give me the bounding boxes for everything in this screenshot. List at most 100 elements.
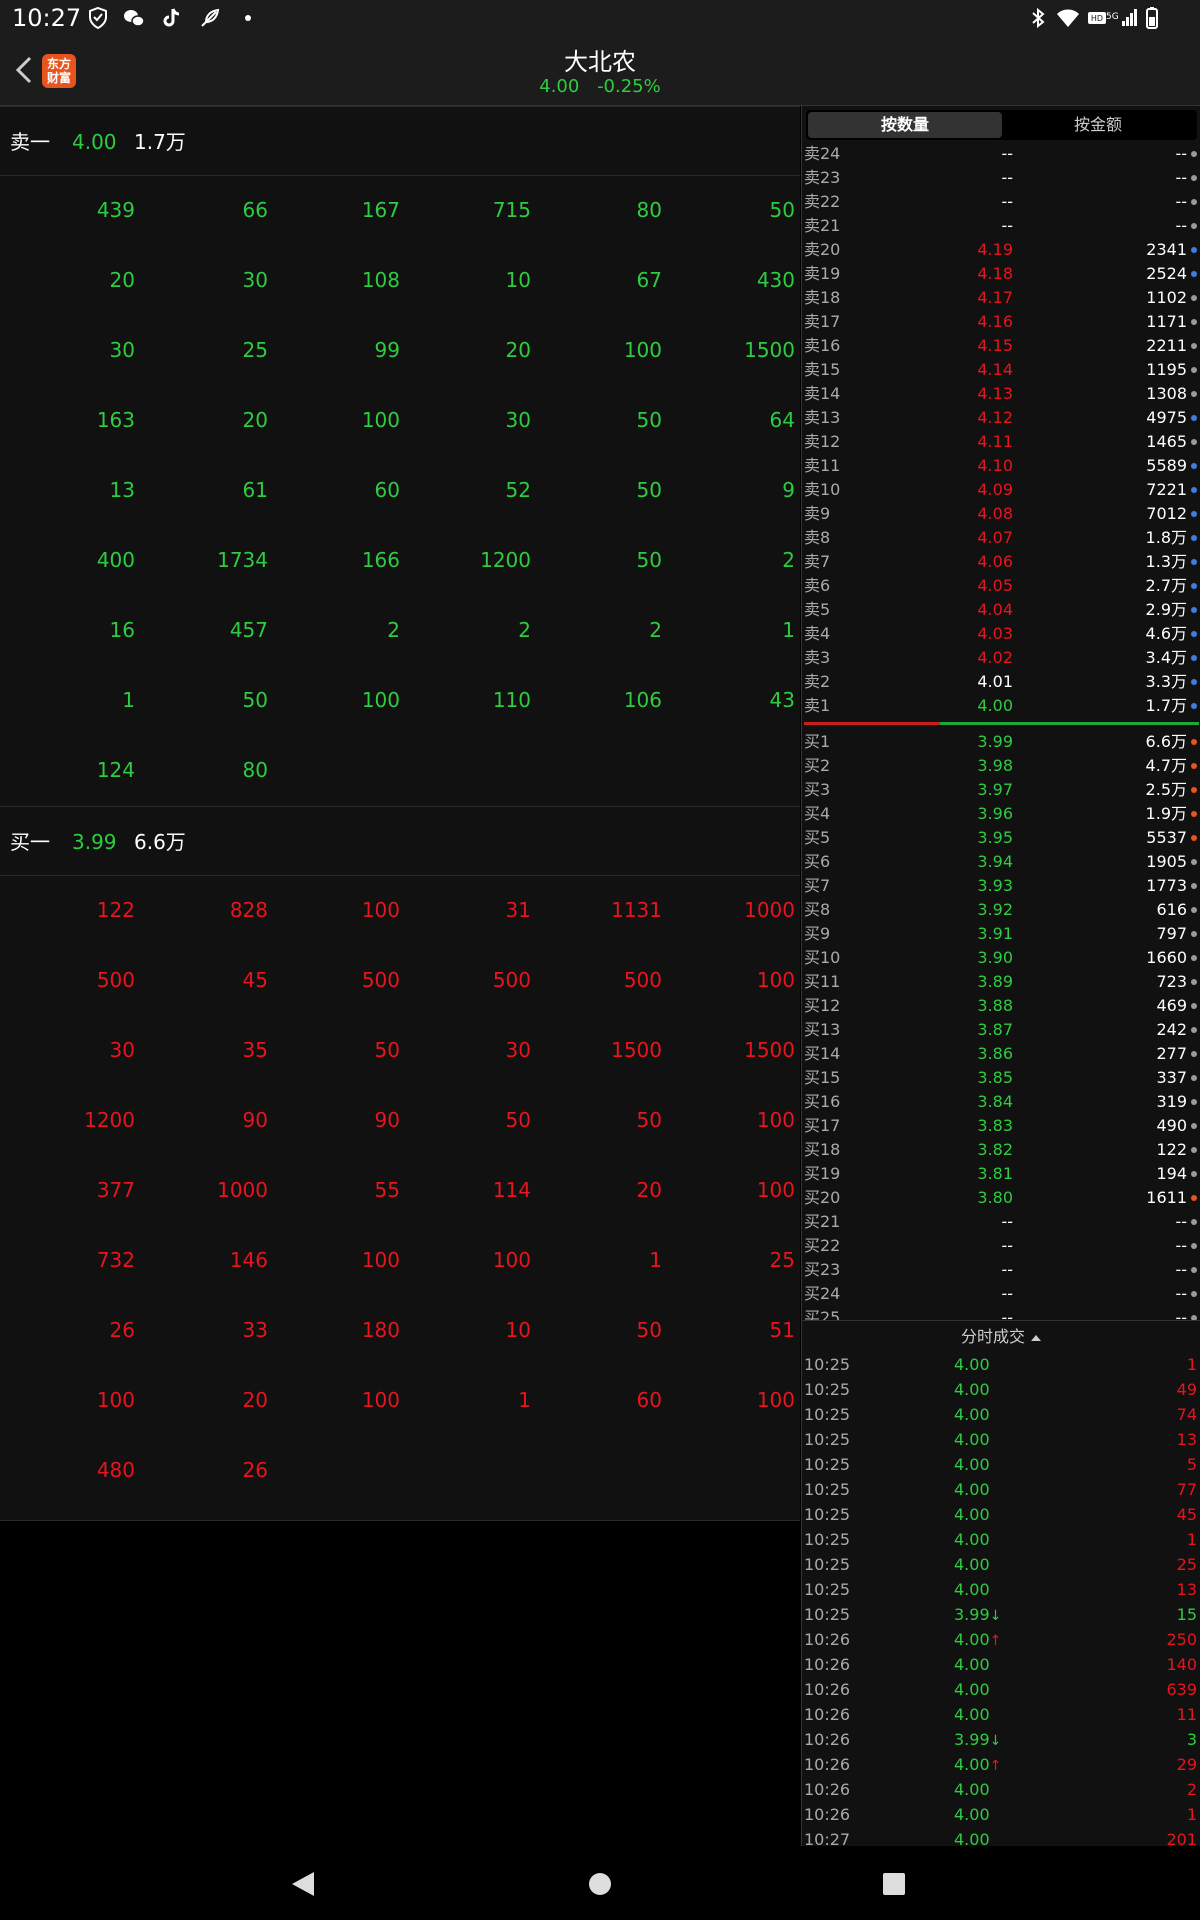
nav-back-button[interactable] [284,1864,324,1904]
level-dot-icon [1191,607,1197,613]
buy-order-cell: 377 [96,1178,135,1202]
bid-level-row[interactable]: 买10 3.90 1660 [802,946,1200,970]
trade-price: 4.00 [954,1455,990,1474]
buy-order-cell: 1500 [744,1038,795,1062]
level-volume: 5589 [1146,456,1187,475]
bid-level-row[interactable]: 买13 3.87 242 [802,1018,1200,1042]
level-price: 3.92 [977,900,1013,919]
level-price: 4.08 [977,504,1013,523]
bid-level-row[interactable]: 买4 3.96 1.9万 [802,802,1200,826]
ask-level-row[interactable]: 卖14 4.13 1308 [802,382,1200,406]
level-label: 卖22 [804,192,841,211]
back-icon[interactable] [8,50,38,90]
ask-level-row[interactable]: 卖5 4.04 2.9万 [802,598,1200,622]
trade-row: 10:25 4.00 13 [802,1577,1200,1602]
bid-level-row[interactable]: 买15 3.85 337 [802,1066,1200,1090]
level-label: 买17 [804,1116,841,1135]
bid-level-row[interactable]: 买6 3.94 1905 [802,850,1200,874]
bid-level-row[interactable]: 买23 -- -- [802,1258,1200,1282]
level-label: 买8 [804,900,831,919]
level-label: 买3 [804,780,831,799]
bid-level-row[interactable]: 买7 3.93 1773 [802,874,1200,898]
ask-level-row[interactable]: 卖12 4.11 1465 [802,430,1200,454]
level-volume: 122 [1156,1140,1187,1159]
trades-header[interactable]: 分时成交 [802,1320,1200,1352]
bid-level-row[interactable]: 买18 3.82 122 [802,1138,1200,1162]
stock-price: 4.00 [539,76,580,97]
tab-by-amount[interactable]: 按金额 [1073,115,1122,134]
sell1-volume: 1.7万 [134,130,186,154]
nav-home-icon[interactable] [580,1864,620,1904]
bid-level-row[interactable]: 买11 3.89 723 [802,970,1200,994]
bid-level-row[interactable]: 买2 3.98 4.7万 [802,754,1200,778]
ask-level-row[interactable]: 卖6 4.05 2.7万 [802,574,1200,598]
bid-level-row[interactable]: 买17 3.83 490 [802,1114,1200,1138]
trades-list[interactable]: 10:25 4.00 1 10:25 4.00 49 10:25 4.00 74 10:25 4.0… [802,1352,1200,1852]
tab-by-quantity[interactable]: 按数量 [808,112,1002,138]
trade-time: 10:26 [804,1780,851,1799]
ask-level-row[interactable]: 卖1 4.00 1.7万 [802,694,1200,718]
ask-level-row[interactable]: 卖7 4.06 1.3万 [802,550,1200,574]
bid-level-row[interactable]: 买14 3.86 277 [802,1042,1200,1066]
sell-order-cell: 9 [782,478,795,502]
nav-back-icon[interactable] [284,1864,324,1904]
triangle-up-icon [1031,1334,1042,1341]
bid-level-row[interactable]: 买5 3.95 5537 [802,826,1200,850]
ask-level-row[interactable]: 卖21 -- -- [802,214,1200,238]
bid-level-row[interactable]: 买3 3.97 2.5万 [802,778,1200,802]
level-volume: 319 [1156,1092,1187,1111]
nav-recents-button[interactable] [874,1864,914,1904]
bid-level-row[interactable]: 买16 3.84 319 [802,1090,1200,1114]
level-volume: 1195 [1146,360,1187,379]
ask-level-row[interactable]: 卖15 4.14 1195 [802,358,1200,382]
ask-level-row[interactable]: 卖4 4.03 4.6万 [802,622,1200,646]
ask-level-row[interactable]: 卖17 4.16 1171 [802,310,1200,334]
stock-quote: 4.00 -0.25% [0,76,1200,97]
ask-level-row[interactable]: 卖13 4.12 4975 [802,406,1200,430]
level-volume: 5537 [1146,828,1187,847]
bid-level-row[interactable]: 买20 3.80 1611 [802,1186,1200,1210]
bid-level-row[interactable]: 买24 -- -- [802,1282,1200,1306]
ask-level-row[interactable]: 卖19 4.18 2524 [802,262,1200,286]
ask-level-row[interactable]: 卖2 4.01 3.3万 [802,670,1200,694]
level-volume: 4.6万 [1145,624,1187,643]
bid-level-row[interactable]: 买25 -- -- [802,1306,1200,1320]
buy-order-cell: 500 [623,968,662,992]
app-logo[interactable]: 东方 财富 [42,54,76,88]
level-label: 买1 [804,732,831,751]
buy1-header[interactable]: 买一 3.99 6.6万 [0,806,800,876]
nav-home-button[interactable] [580,1864,620,1904]
bid-level-row[interactable]: 买12 3.88 469 [802,994,1200,1018]
ask-level-row[interactable]: 卖9 4.08 7012 [802,502,1200,526]
ask-level-row[interactable]: 卖3 4.02 3.4万 [802,646,1200,670]
bid-level-row[interactable]: 买8 3.92 616 [802,898,1200,922]
level-label: 卖3 [804,648,831,667]
ask-level-row[interactable]: 卖24 -- -- [802,142,1200,166]
bid-level-row[interactable]: 买1 3.99 6.6万 [802,730,1200,754]
level-volume: 1308 [1146,384,1187,403]
sell1-header[interactable]: 卖一 4.00 1.7万 [0,106,800,176]
ask-level-row[interactable]: 卖20 4.19 2341 [802,238,1200,262]
ask-level-row[interactable]: 卖8 4.07 1.8万 [802,526,1200,550]
level-price: 4.15 [977,336,1013,355]
ask-level-row[interactable]: 卖11 4.10 5589 [802,454,1200,478]
bid-level-row[interactable]: 买9 3.91 797 [802,922,1200,946]
ask-level-row[interactable]: 卖18 4.17 1102 [802,286,1200,310]
bid-level-row[interactable]: 买19 3.81 194 [802,1162,1200,1186]
back-button[interactable] [8,50,38,90]
buy-order-cell: 55 [374,1178,400,1202]
ask-level-row[interactable]: 卖22 -- -- [802,190,1200,214]
bid-level-row[interactable]: 买21 -- -- [802,1210,1200,1234]
arrow-down-icon: ↓ [989,1608,1002,1624]
nav-recents-icon[interactable] [874,1864,914,1904]
trade-row: 10:25 4.00 74 [802,1402,1200,1427]
ask-level-row[interactable]: 卖10 4.09 7221 [802,478,1200,502]
depth-list[interactable]: 卖24 -- -- 卖23 -- -- 卖22 -- -- 卖21 -- -- 卖20 4.19 2341 卖… [802,142,1200,1320]
sell-order-cell: 99 [374,338,400,362]
ask-level-row[interactable]: 卖23 -- -- [802,166,1200,190]
level-volume: 1.3万 [1145,552,1187,571]
trade-time: 10:25 [804,1455,851,1474]
bid-level-row[interactable]: 买22 -- -- [802,1234,1200,1258]
buy-order-cell: 500 [361,968,400,992]
ask-level-row[interactable]: 卖16 4.15 2211 [802,334,1200,358]
